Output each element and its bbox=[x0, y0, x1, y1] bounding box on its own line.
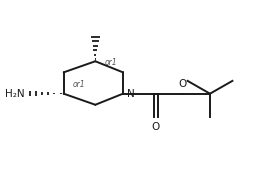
Text: O: O bbox=[152, 122, 160, 132]
Text: O: O bbox=[178, 79, 186, 89]
Text: or1: or1 bbox=[104, 58, 117, 67]
Text: N: N bbox=[127, 89, 135, 99]
Text: H₂N: H₂N bbox=[5, 89, 24, 99]
Text: or1: or1 bbox=[73, 80, 86, 89]
